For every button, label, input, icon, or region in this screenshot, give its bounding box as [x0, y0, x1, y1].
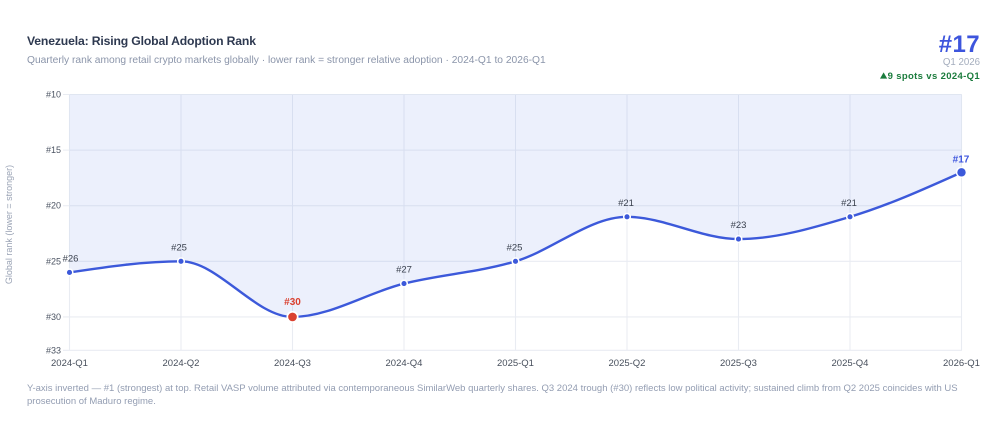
svg-text:#27: #27 [396, 265, 412, 276]
svg-text:#10: #10 [46, 90, 61, 100]
svg-text:2025-Q1: 2025-Q1 [497, 358, 534, 369]
svg-text:9 spots vs 2024-Q1: 9 spots vs 2024-Q1 [888, 71, 981, 82]
svg-text:#21: #21 [841, 198, 857, 209]
svg-text:Venezuela: Rising Global Adopt: Venezuela: Rising Global Adoption Rank [27, 34, 256, 48]
svg-text:2024-Q3: 2024-Q3 [274, 358, 311, 369]
svg-text:#30: #30 [46, 312, 61, 322]
svg-text:Quarterly rank among retail cr: Quarterly rank among retail crypto marke… [27, 55, 546, 66]
svg-text:2025-Q4: 2025-Q4 [832, 358, 869, 369]
svg-text:2024-Q1: 2024-Q1 [51, 358, 88, 369]
svg-text:#30: #30 [284, 297, 301, 308]
svg-text:2025-Q3: 2025-Q3 [720, 358, 757, 369]
svg-text:2025-Q2: 2025-Q2 [609, 358, 646, 369]
svg-text:#17: #17 [939, 31, 980, 58]
svg-text:#25: #25 [171, 242, 187, 253]
svg-text:#17: #17 [953, 155, 970, 166]
svg-text:Y-axis inverted — #1 (stronges: Y-axis inverted — #1 (strongest) at top.… [27, 383, 958, 394]
svg-text:Global rank (lower = stronger): Global rank (lower = stronger) [4, 165, 14, 284]
svg-text:#15: #15 [46, 145, 61, 155]
svg-text:2024-Q2: 2024-Q2 [163, 358, 200, 369]
svg-text:prosecution of Maduro regime.: prosecution of Maduro regime. [27, 396, 156, 407]
svg-text:2026-Q1: 2026-Q1 [943, 358, 980, 369]
svg-text:#25: #25 [507, 242, 523, 253]
svg-text:#23: #23 [731, 220, 747, 231]
svg-text:2024-Q4: 2024-Q4 [386, 358, 423, 369]
svg-text:#25: #25 [46, 256, 61, 266]
svg-text:#33: #33 [46, 345, 61, 355]
svg-text:#20: #20 [46, 201, 61, 211]
svg-text:#26: #26 [63, 254, 79, 265]
svg-text:Q1 2026: Q1 2026 [943, 57, 980, 68]
svg-text:#21: #21 [618, 198, 634, 209]
